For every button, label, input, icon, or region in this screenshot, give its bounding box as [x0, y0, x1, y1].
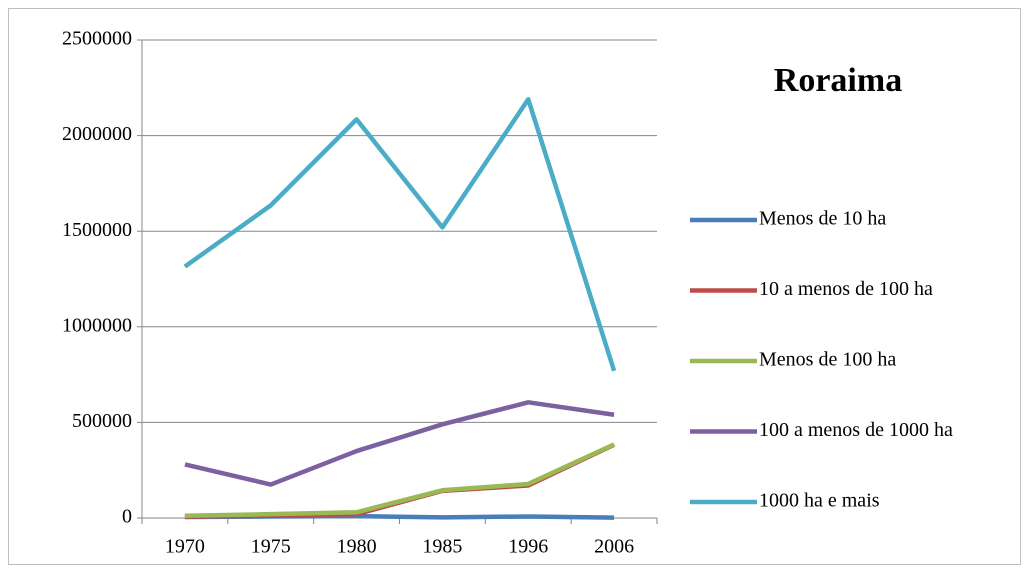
y-tick-label: 0: [122, 506, 132, 528]
y-tick-label: 1500000: [62, 219, 132, 241]
y-tick-label: 2500000: [62, 28, 132, 50]
chart-frame: [8, 8, 1021, 565]
x-tick-label: 1985: [422, 536, 462, 558]
y-tick-label: 2000000: [62, 123, 132, 145]
series-line: [184, 442, 616, 518]
chart-title: Roraima: [774, 62, 902, 99]
x-tick-label: 1996: [508, 536, 548, 558]
legend-label: 100 a menos de 1000 ha: [759, 419, 953, 441]
legend-label: 10 a menos de 100 ha: [759, 278, 933, 300]
series-line: [183, 97, 617, 372]
x-tick-label: 1980: [337, 536, 377, 558]
x-tick-label: 1975: [251, 536, 291, 558]
legend-label: Menos de 100 ha: [759, 349, 896, 371]
legend-label: Menos de 10 ha: [759, 208, 886, 230]
series-line: [184, 400, 615, 487]
x-tick-label: 2006: [594, 536, 634, 558]
y-tick-label: 500000: [72, 410, 132, 432]
x-tick-label: 1970: [165, 536, 205, 558]
legend-label: 1000 ha e mais: [759, 490, 880, 512]
y-tick-label: 1000000: [62, 314, 132, 336]
